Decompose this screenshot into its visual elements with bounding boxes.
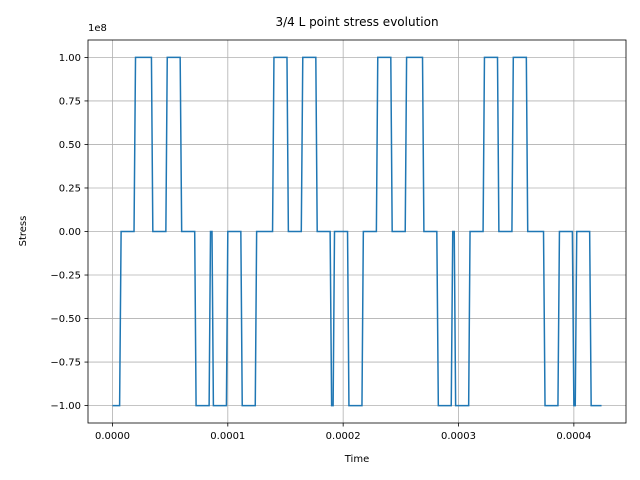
y-tick-label: 1.00 <box>59 53 81 64</box>
x-tick-label: 0.0002 <box>326 431 361 442</box>
x-tick-label: 0.0001 <box>210 431 245 442</box>
x-axis-label: Time <box>344 454 369 465</box>
series-layer <box>112 56 602 407</box>
y-tick-label: 0.50 <box>59 140 81 151</box>
y-tick-label: 0.00 <box>59 227 81 238</box>
y-axis-multiplier: 1e8 <box>88 23 107 34</box>
y-tick-label: 0.25 <box>59 183 81 194</box>
y-tick-label: −1.00 <box>50 401 81 412</box>
y-tick-label: −0.25 <box>50 271 81 282</box>
stress-series-line <box>112 56 602 407</box>
y-tick-label: −0.50 <box>50 314 81 325</box>
ticks: 0.0000 0.0001 0.0002 0.0003 0.0004 −1.00 −0.75… <box>50 53 591 442</box>
y-tick-label: −0.75 <box>50 358 81 369</box>
chart-title: 3/4 L point stress evolution <box>275 15 438 29</box>
x-tick-label: 0.0004 <box>556 431 591 442</box>
x-tick-label: 0.0000 <box>95 431 130 442</box>
y-axis-label: Stress <box>18 216 29 247</box>
y-tick-label: 0.75 <box>59 96 81 107</box>
x-tick-label: 0.0003 <box>441 431 476 442</box>
